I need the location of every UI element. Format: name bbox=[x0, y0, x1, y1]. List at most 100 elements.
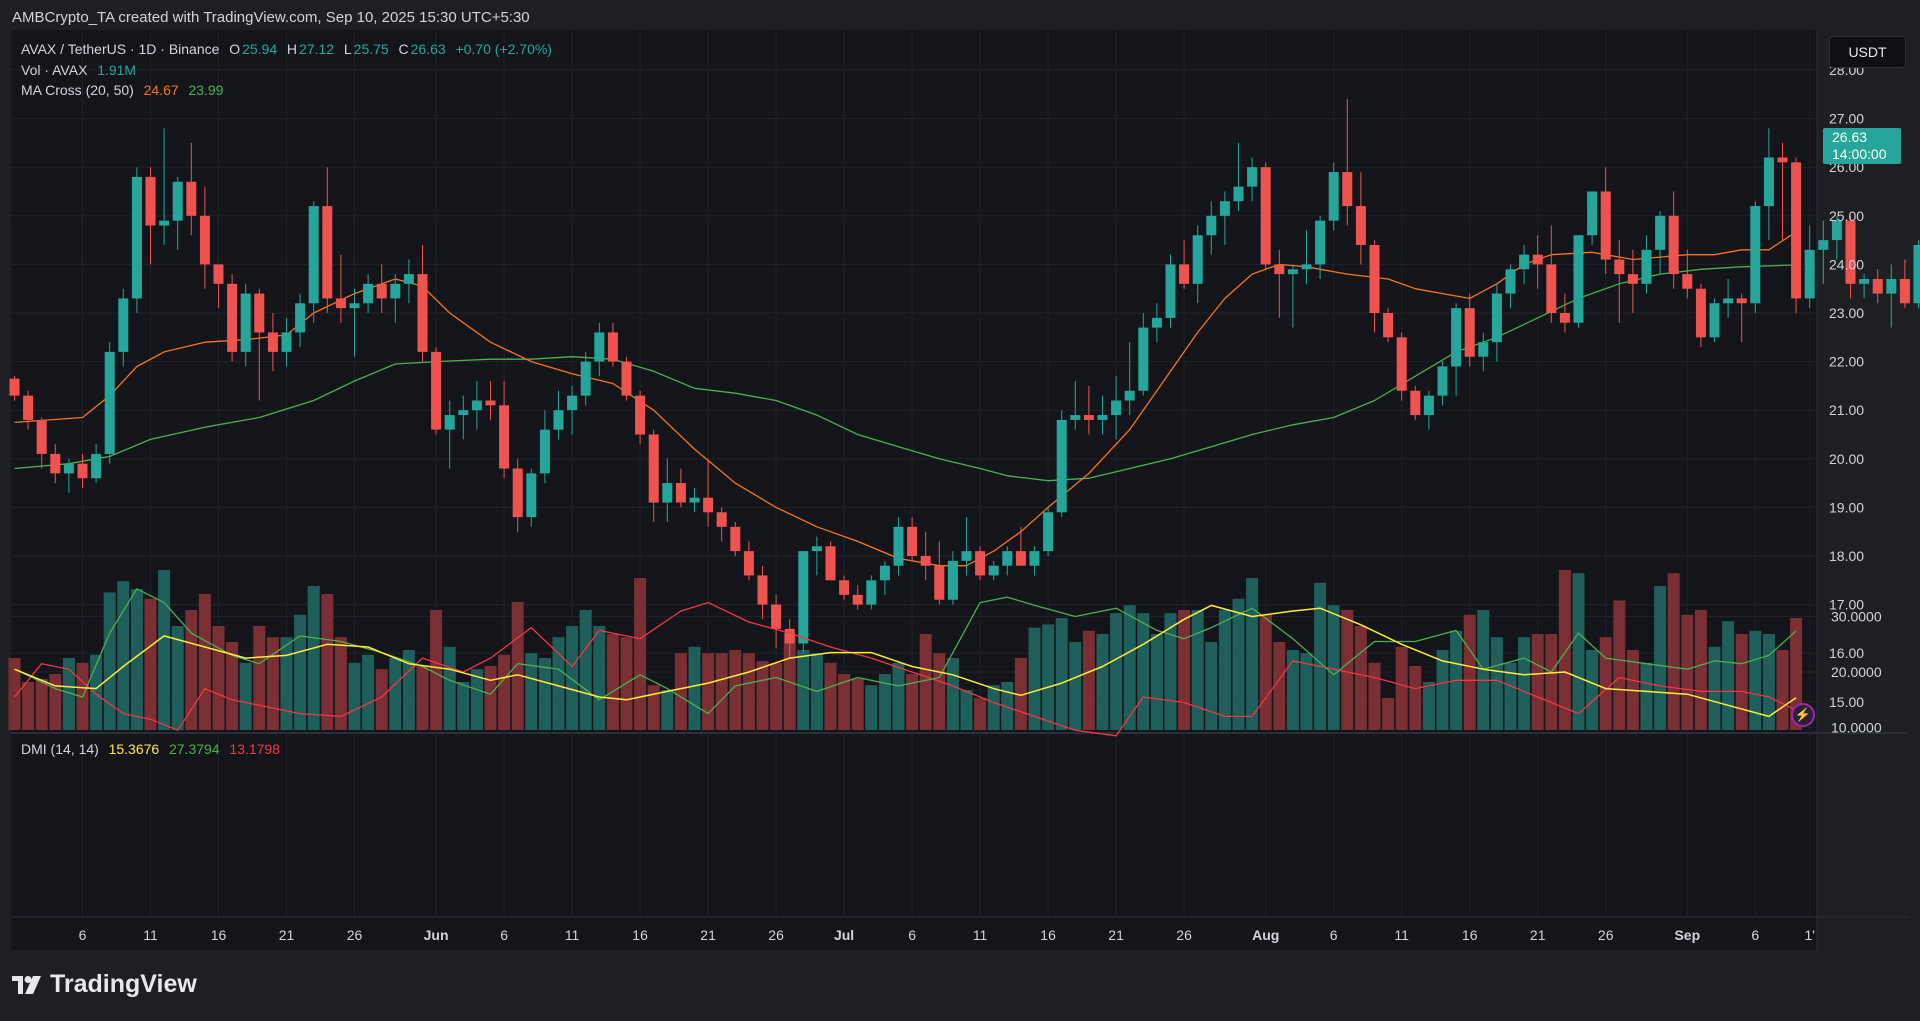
volume-legend[interactable]: Vol · AVAX 1.91M bbox=[21, 62, 138, 78]
candle-body bbox=[811, 546, 822, 552]
candle-body bbox=[1532, 254, 1543, 265]
price-tick-label: 16.00 bbox=[1829, 645, 1864, 661]
currency-selector[interactable]: USDT bbox=[1829, 36, 1906, 68]
volume-bar bbox=[1055, 618, 1068, 730]
volume-bar bbox=[1681, 614, 1694, 730]
ma-legend-label: MA Cross (20, 50) bbox=[21, 82, 134, 98]
candle-body bbox=[1002, 551, 1013, 566]
volume-bar bbox=[1001, 682, 1014, 730]
volume-legend-label: Vol · AVAX bbox=[21, 62, 88, 78]
candle-body bbox=[1165, 264, 1176, 318]
time-tick-label: 16 bbox=[632, 927, 648, 943]
last-price: 26.63 bbox=[1832, 129, 1868, 145]
volume-legend-value: 1.91M bbox=[97, 62, 137, 78]
candle-body bbox=[295, 303, 306, 333]
ohlc-close-label: C bbox=[398, 41, 409, 57]
volume-bar bbox=[797, 650, 810, 730]
candle-body bbox=[417, 274, 428, 352]
time-axis[interactable]: 6 11 16 21 26 Jun 6 11 16 21 26 Jul 6 11 16 21 26 Aug 6 11 1… bbox=[79, 927, 1815, 943]
candle-body bbox=[1219, 201, 1230, 216]
candle-body bbox=[213, 264, 224, 284]
price-axis[interactable]: 15.00 16.00 17.00 18.00 19.00 20.00 21.00 22.00… bbox=[1829, 62, 1864, 710]
candle-body bbox=[1777, 157, 1788, 163]
candle-body bbox=[1845, 220, 1856, 284]
candle-body bbox=[1464, 308, 1475, 357]
candle-body bbox=[1736, 298, 1747, 304]
dmi-axis[interactable]: 10.0000 20.0000 30.0000 bbox=[1831, 609, 1882, 736]
volume-bar bbox=[1694, 610, 1707, 730]
candle-body bbox=[784, 628, 795, 644]
candle-body bbox=[1070, 415, 1081, 420]
volume-bar bbox=[511, 602, 524, 730]
ohlc-open-label: O bbox=[229, 41, 241, 57]
time-tick-label: 6 bbox=[500, 927, 508, 943]
ma-legend[interactable]: MA Cross (20, 50) 24.67 23.99 bbox=[21, 82, 225, 98]
volume-bar bbox=[1042, 624, 1055, 730]
volume-bar bbox=[1069, 642, 1082, 730]
time-tick-label: 6 bbox=[79, 927, 87, 943]
dmi-tick-label: 30.0000 bbox=[1831, 609, 1882, 625]
volume-bar bbox=[1028, 627, 1041, 730]
volume-bar bbox=[1286, 650, 1299, 730]
time-tick-label: 11 bbox=[143, 927, 158, 943]
volume-bar bbox=[525, 653, 538, 730]
candle-body bbox=[499, 405, 510, 469]
volume-bar bbox=[35, 678, 48, 730]
candle-body bbox=[621, 361, 632, 396]
price-tick-label: 24.00 bbox=[1829, 256, 1864, 272]
chart-attribution: AMBCrypto_TA created with TradingView.co… bbox=[12, 9, 530, 26]
volume-bar bbox=[1300, 653, 1313, 730]
candle-body bbox=[1899, 278, 1910, 304]
volume-bar bbox=[878, 674, 891, 730]
candle-body bbox=[1573, 235, 1584, 323]
time-tick-label: 21 bbox=[700, 927, 716, 943]
volume-bar bbox=[919, 634, 932, 730]
ma-fast-value: 24.67 bbox=[143, 82, 179, 98]
lightning-icon[interactable]: ⚡ bbox=[1791, 703, 1815, 727]
candle-body bbox=[526, 473, 537, 518]
price-tick-label: 17.00 bbox=[1829, 597, 1864, 613]
candle-body bbox=[1301, 264, 1312, 270]
candle-body bbox=[1791, 162, 1802, 299]
volume-bar bbox=[1110, 613, 1123, 730]
candle-body bbox=[199, 215, 210, 265]
volume-bar bbox=[674, 653, 687, 730]
candle-body bbox=[1247, 167, 1258, 187]
candle-body bbox=[308, 206, 319, 304]
volume-bar bbox=[1762, 634, 1775, 730]
candle-body bbox=[431, 351, 442, 430]
volume-bar bbox=[1558, 570, 1571, 730]
volume-bar bbox=[130, 589, 143, 730]
candle-body bbox=[335, 298, 346, 309]
ohlc-close: 26.63 bbox=[410, 41, 446, 57]
candle-body bbox=[1695, 288, 1706, 338]
candle-body bbox=[1029, 551, 1040, 566]
candle-body bbox=[757, 575, 768, 605]
volume-bar bbox=[362, 654, 375, 730]
volume-bar bbox=[606, 634, 619, 730]
candle-body bbox=[1859, 278, 1870, 284]
candle-body bbox=[716, 512, 727, 527]
dmi-legend[interactable]: DMI (14, 14) 15.3676 27.3794 13.1798 bbox=[21, 741, 282, 757]
volume-bar bbox=[851, 678, 864, 730]
dmi-adx-value: 15.3676 bbox=[108, 741, 160, 757]
time-tick-label: Sep bbox=[1674, 927, 1700, 943]
ohlc-change: +0.70 (+2.70%) bbox=[455, 41, 552, 57]
candle-body bbox=[975, 551, 986, 576]
candle-body bbox=[1641, 249, 1652, 284]
candle-body bbox=[458, 410, 469, 416]
tradingview-logo[interactable]: TradingView bbox=[12, 970, 197, 999]
candlestick-series bbox=[9, 99, 1920, 659]
candle-body bbox=[1315, 220, 1326, 265]
candle-body bbox=[1655, 215, 1666, 250]
volume-bar bbox=[538, 658, 551, 730]
candle-body bbox=[1723, 298, 1734, 304]
candle-body bbox=[1600, 191, 1611, 260]
candle-body bbox=[50, 453, 61, 474]
dmi-legend-label: DMI (14, 14) bbox=[21, 741, 99, 757]
candle-body bbox=[104, 351, 115, 454]
volume-bar bbox=[715, 653, 728, 730]
candle-body bbox=[934, 565, 945, 600]
